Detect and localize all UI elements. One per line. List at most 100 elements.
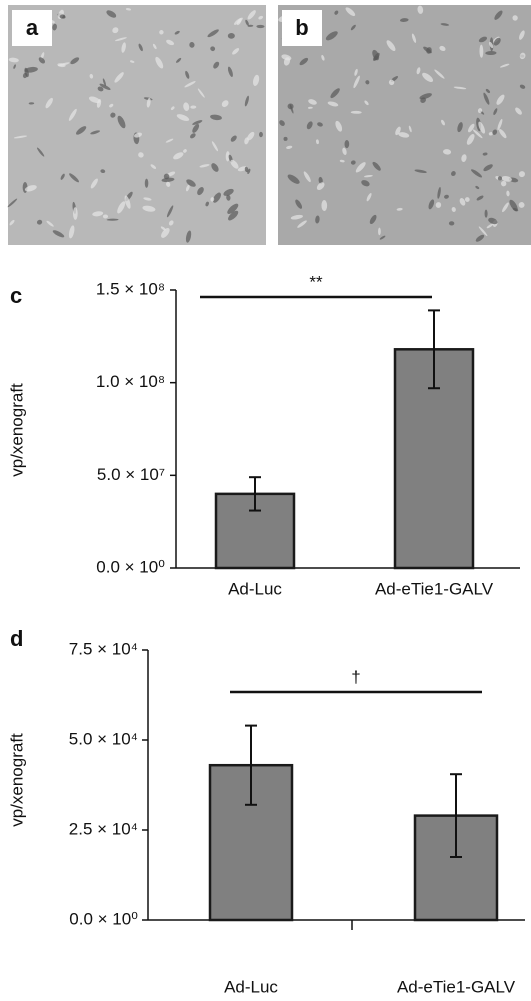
cell [479, 44, 484, 58]
cell [210, 114, 222, 121]
cell [335, 120, 343, 132]
cell [121, 42, 126, 53]
cell [207, 29, 219, 38]
cell [161, 227, 170, 238]
cell [493, 108, 498, 116]
cell [210, 46, 216, 52]
cell [117, 115, 126, 129]
cell [190, 133, 196, 139]
y-tick-label: 0.0 × 10⁰ [69, 909, 138, 928]
cell [435, 202, 442, 208]
error-bar [428, 309, 440, 390]
cell [286, 145, 293, 149]
cell [364, 174, 373, 178]
cell [212, 192, 222, 203]
cell [76, 126, 87, 135]
cell [68, 108, 77, 121]
cell [353, 75, 360, 89]
error-bar [450, 773, 462, 858]
cell [70, 57, 80, 65]
cell [46, 220, 54, 227]
cell [7, 198, 18, 208]
cell [509, 199, 518, 212]
cell [316, 182, 325, 191]
cell [13, 135, 27, 139]
cell [379, 235, 386, 240]
cell [365, 80, 370, 85]
cell [114, 37, 127, 42]
cell [471, 169, 483, 178]
y-tick-label: 2.5 × 10⁴ [69, 819, 138, 838]
cell [339, 159, 345, 163]
cell [327, 101, 339, 107]
cell [437, 187, 441, 199]
cell [199, 164, 210, 168]
cell [190, 105, 197, 109]
y-tick-label: 7.5 × 10⁴ [69, 639, 138, 658]
cell [482, 152, 488, 156]
micrograph-a: a [7, 5, 266, 245]
cell [185, 230, 192, 243]
cell [244, 137, 249, 145]
cell [281, 54, 292, 61]
cell [245, 19, 249, 26]
cell [426, 47, 432, 54]
cell [443, 149, 452, 155]
cell [472, 129, 483, 139]
cell [230, 135, 237, 142]
cell [160, 226, 166, 231]
cell [211, 141, 219, 152]
cell [192, 123, 200, 133]
cell [13, 64, 16, 69]
cell [484, 209, 488, 218]
cell [485, 88, 491, 93]
cell [9, 219, 15, 226]
cell [414, 169, 427, 174]
cell [354, 68, 358, 76]
cell [499, 63, 510, 68]
cell [159, 30, 164, 35]
cell [72, 207, 78, 220]
cell [451, 171, 456, 176]
cell [213, 61, 220, 69]
panel-label: a [26, 15, 39, 40]
cell [183, 102, 190, 111]
cell [185, 184, 190, 192]
cell [155, 56, 164, 69]
cell [378, 227, 381, 236]
cell [434, 69, 445, 79]
cell [321, 54, 325, 61]
cell [89, 73, 94, 79]
cell [205, 201, 209, 207]
cell [502, 202, 509, 213]
cell [395, 126, 401, 136]
cell [130, 60, 135, 63]
label-box [282, 10, 322, 46]
cell [297, 220, 307, 228]
cell [146, 97, 151, 108]
cell [185, 70, 190, 79]
cell [501, 175, 512, 182]
y-tick-label: 1.0 × 10⁸ [96, 372, 165, 391]
cell [92, 211, 104, 217]
cell [287, 174, 300, 184]
cell [366, 192, 372, 202]
cell [112, 27, 119, 34]
cell [369, 214, 377, 225]
cell [283, 136, 288, 141]
cell [183, 149, 187, 153]
cell [161, 177, 175, 183]
cell [318, 176, 323, 184]
cell [258, 15, 264, 20]
x-tick-label: Ad-eTie1-GALV [375, 579, 494, 598]
cell [350, 24, 356, 31]
cell [334, 10, 339, 15]
cell [475, 234, 485, 242]
cell [170, 106, 175, 110]
cell [192, 120, 203, 125]
cell [211, 163, 219, 172]
cell [441, 119, 445, 126]
y-axis-label: vp/xenograft [7, 383, 26, 477]
cell [519, 84, 526, 89]
